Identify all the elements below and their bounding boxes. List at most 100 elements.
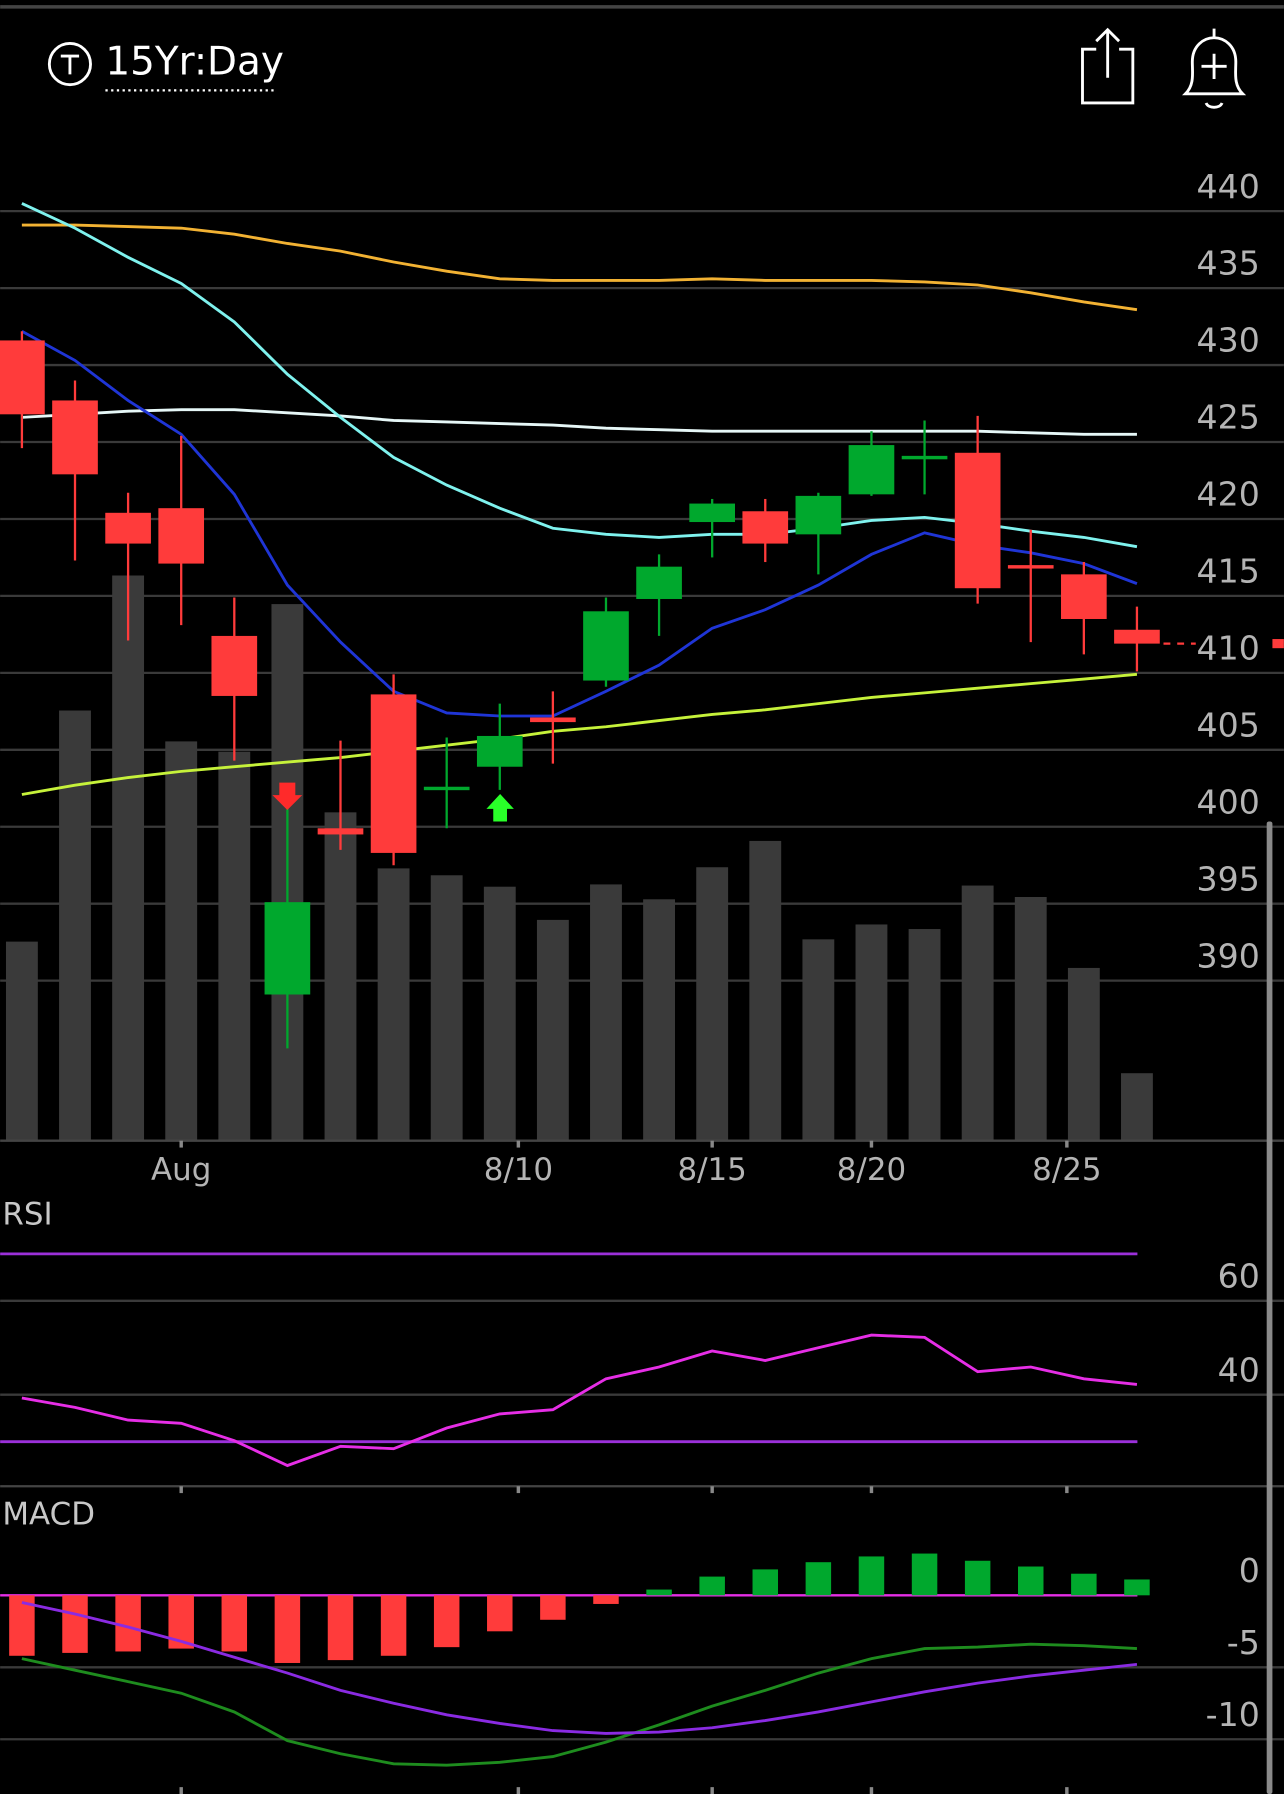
candle-body: [848, 445, 895, 495]
candle-body: [105, 512, 151, 544]
timeframe-icon[interactable]: [47, 42, 92, 87]
volume-bar: [112, 575, 145, 1141]
volume-bar: [1014, 897, 1047, 1141]
candle-body: [954, 452, 1001, 589]
x-tick-label: 8/25: [1032, 1152, 1101, 1188]
candle-body: [476, 735, 523, 767]
moving-average-line: [21, 329, 1138, 718]
volume-bar: [1121, 1073, 1153, 1141]
y-tick-label: 405: [1197, 705, 1260, 744]
macd-histogram-bar: [327, 1595, 354, 1661]
y-tick-label: 400: [1197, 782, 1260, 821]
y-tick-label: 425: [1197, 398, 1260, 437]
candle-body: [423, 786, 470, 791]
macd-histogram-bar: [115, 1595, 141, 1652]
share-button[interactable]: [1081, 27, 1135, 105]
macd-histogram-bar: [964, 1560, 991, 1596]
macd-histogram-bar: [380, 1595, 407, 1656]
share-box: [1081, 47, 1135, 105]
volume-bar: [377, 868, 410, 1141]
candle-body: [317, 828, 364, 835]
volume-bar: [961, 885, 994, 1141]
bell: [1182, 36, 1247, 96]
volume-bar: [855, 924, 888, 1141]
x-tick-label: 8/15: [677, 1152, 746, 1188]
y-tick-label: 390: [1197, 936, 1260, 975]
y-tick-label: 415: [1197, 552, 1260, 591]
bell-details: [1201, 28, 1227, 109]
moving-average-line: [21, 672, 1138, 796]
candle-body: [530, 717, 576, 723]
macd-histogram-bar: [433, 1595, 460, 1648]
scrollbar[interactable]: [1266, 821, 1273, 1794]
moving-average-line: [21, 408, 1137, 436]
candle-body: [901, 455, 948, 460]
macd-histogram-bar: [221, 1595, 248, 1652]
macd-histogram-bar: [699, 1576, 725, 1596]
share-arrow: [1095, 27, 1121, 78]
y-tick-label: 40: [1218, 1350, 1260, 1389]
volume-bar: [643, 899, 676, 1141]
volume-bar: [749, 840, 782, 1141]
candle-body: [795, 495, 842, 535]
macd-histogram-bar: [911, 1553, 938, 1596]
macd-line: [21, 1642, 1138, 1767]
signal-line: [21, 1601, 1138, 1735]
candle-body: [583, 611, 629, 681]
macd-histogram-bar: [646, 1589, 672, 1596]
moving-average-line: [21, 202, 1138, 549]
candle-body: [211, 635, 258, 696]
macd-histogram-bar: [752, 1569, 779, 1596]
macd-histogram-bar: [1018, 1566, 1044, 1596]
x-tick-label: Aug: [151, 1152, 211, 1188]
macd-histogram-bar: [487, 1595, 513, 1632]
macd-histogram-bar: [540, 1595, 566, 1620]
macd-histogram-bar: [593, 1595, 619, 1604]
header: 15Yr:Day: [47, 27, 1247, 109]
y-tick-label: -10: [1206, 1695, 1260, 1734]
candle-body: [636, 566, 682, 599]
volume-bar: [430, 875, 463, 1141]
candle-body: [52, 400, 98, 475]
alert-button[interactable]: [1182, 28, 1247, 109]
volume-bar: [536, 919, 569, 1141]
macd-histogram-bar: [858, 1556, 885, 1596]
candle-body: [1061, 574, 1107, 619]
macd-histogram-bar: [1124, 1579, 1150, 1596]
buy-signal-arrow: [486, 794, 514, 822]
macd-histogram-bar: [62, 1595, 88, 1653]
volume-bar: [590, 884, 622, 1141]
volume-bar: [5, 941, 38, 1141]
rsi-line: [21, 1333, 1138, 1468]
timeframe-label[interactable]: 15Yr:Day: [105, 40, 283, 85]
volume-bar: [1067, 967, 1100, 1141]
candle-body: [1007, 565, 1054, 569]
y-tick-label: 395: [1197, 859, 1260, 898]
y-tick-label: -5: [1227, 1623, 1260, 1662]
icon-circle: [47, 42, 92, 87]
y-tick-label: 435: [1197, 244, 1260, 283]
signal-arrows: [272, 782, 514, 822]
volume-bar: [908, 929, 941, 1141]
moving-average-line: [21, 223, 1138, 312]
macd-histogram-bar: [274, 1595, 301, 1663]
candle-body: [742, 511, 789, 544]
candle-body: [158, 508, 205, 564]
volume-bar: [483, 886, 516, 1141]
candle-body: [689, 503, 736, 523]
y-tick-label: 0: [1239, 1551, 1260, 1590]
panel-title: RSI: [2, 1197, 52, 1233]
volume-bar: [165, 741, 198, 1141]
volume-bar: [59, 710, 91, 1141]
sell-signal-arrow: [272, 782, 303, 811]
candle-body: [1114, 629, 1160, 644]
panel-title: MACD: [2, 1496, 95, 1532]
y-tick-label: 440: [1197, 167, 1260, 206]
x-tick-label: 8/10: [484, 1152, 553, 1188]
last-price-marker: [1272, 639, 1284, 649]
y-tick-label: 410: [1197, 628, 1260, 667]
y-tick-label: 420: [1197, 475, 1260, 514]
